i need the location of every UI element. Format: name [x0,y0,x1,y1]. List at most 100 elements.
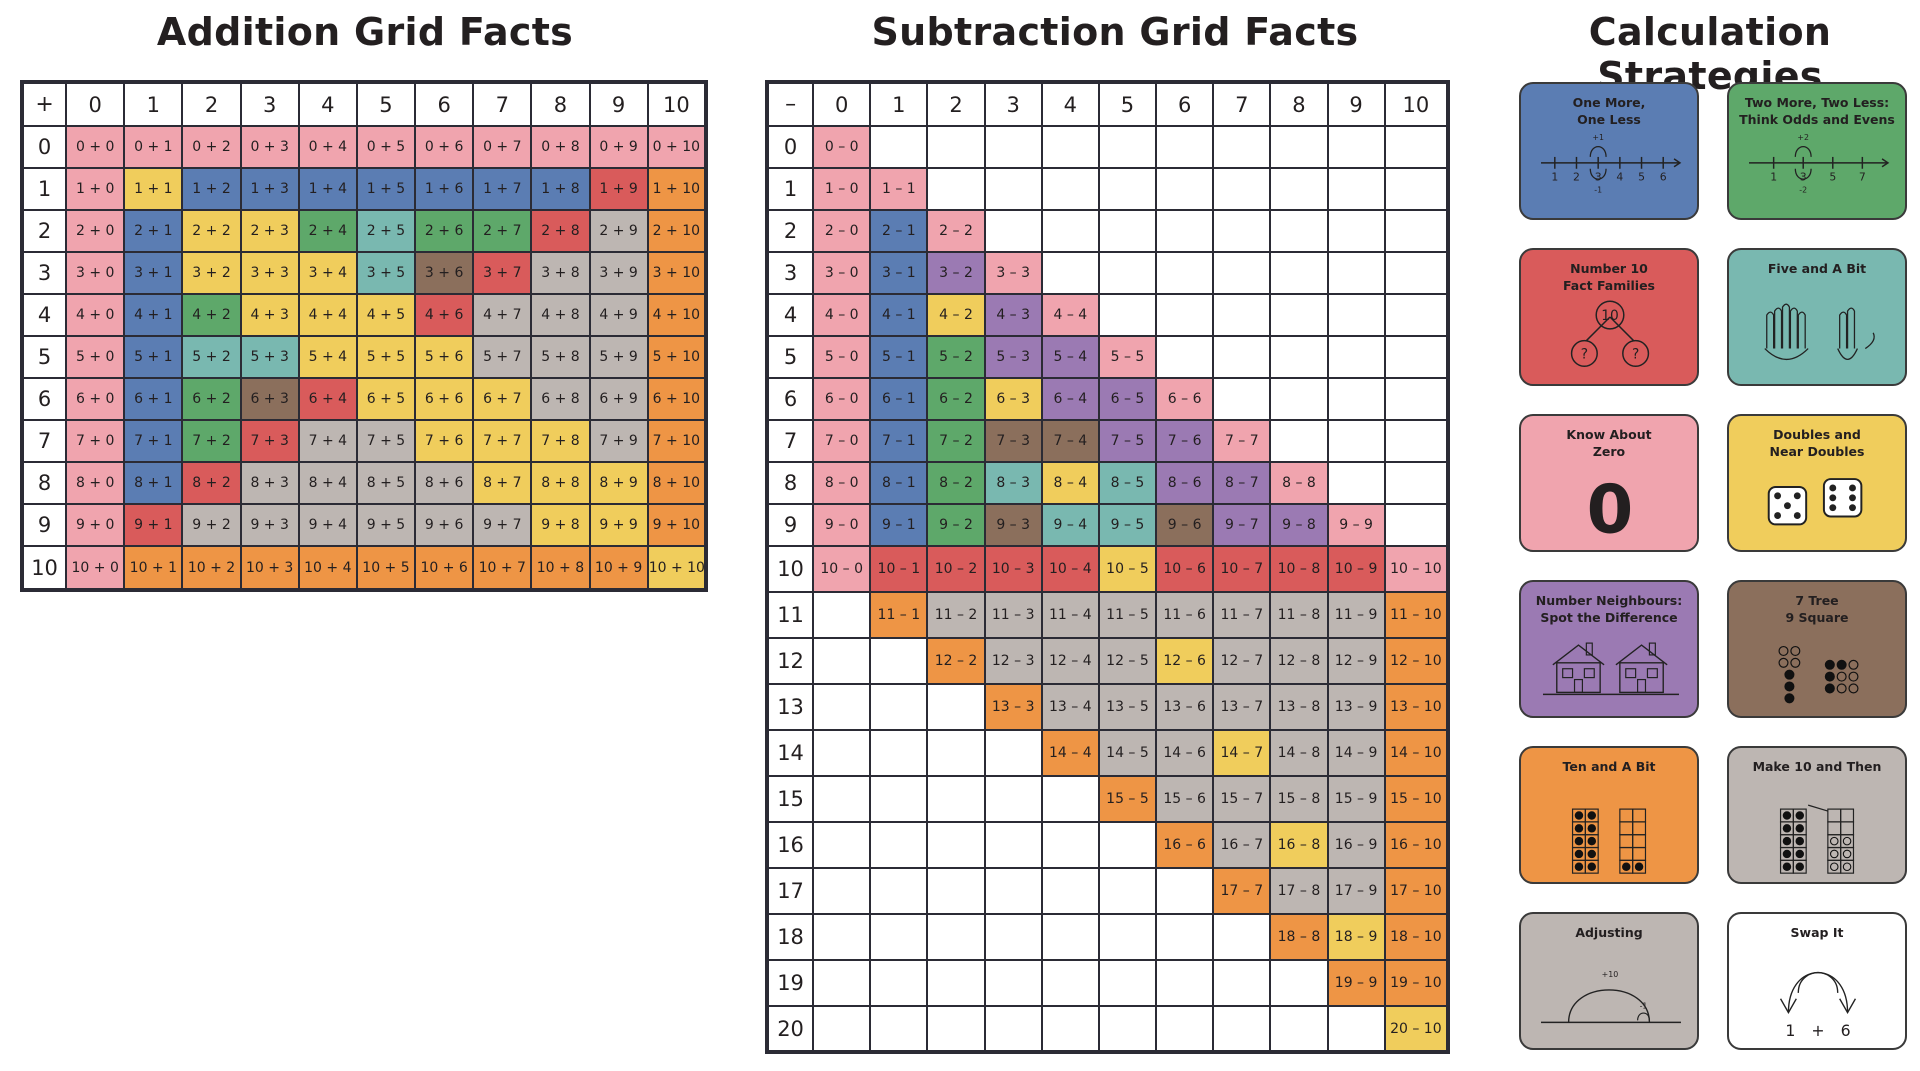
fact-cell: 6 – 6 [1155,377,1215,421]
fact-cell: 5 – 0 [812,335,872,379]
empty-cell [1326,335,1386,379]
fact-cell: 10 + 3 [239,545,300,591]
fact-cell: 2 + 7 [472,209,533,253]
fact-cell: 4 + 6 [414,293,475,337]
row-header: 14 [765,729,815,777]
fact-cell: 10 – 9 [1326,545,1386,593]
fact-cell: 15 – 7 [1212,775,1272,823]
fact-cell: 6 – 3 [983,377,1043,421]
empty-cell [812,729,872,777]
fact-cell: 3 + 1 [123,251,184,295]
fact-cell: 6 – 1 [869,377,929,421]
fact-cell: 9 + 5 [355,503,417,547]
table-row: 20 20 – 10 [765,1005,1450,1053]
fact-cell: 6 – 0 [812,377,872,421]
empty-cell [869,775,929,823]
fact-cell: 8 + 5 [355,461,417,505]
empty-cell [1269,209,1329,253]
fact-cell: 15 – 6 [1155,775,1215,823]
empty-cell [1269,251,1329,295]
table-row: 13 13 – 3 13 – 4 13 – 5 13 – 6 13 – 7 13 – 8 13… [765,683,1450,731]
svg-text:6: 6 [1660,171,1667,184]
svg-text:1: 1 [1770,171,1777,184]
fact-cell: 6 + 6 [414,377,475,421]
fact-cell: 3 + 7 [472,251,533,295]
row-header: 3 [20,251,68,295]
empty-cell [983,1005,1043,1053]
fact-cell: 5 – 1 [869,335,929,379]
svg-text:?: ? [1581,346,1588,362]
empty-cell [1269,335,1329,379]
fact-cell: 8 + 4 [297,461,358,505]
strategy-label: One More, One Less [1572,95,1646,127]
empty-cell [1326,461,1386,505]
fact-cell: 3 – 0 [812,251,872,295]
fact-cell: 11 – 6 [1155,591,1215,639]
strategy-label: Number Neighbours: Spot the Difference [1535,593,1683,625]
fact-cell: 15 – 8 [1269,775,1329,823]
empty-cell [1155,913,1215,961]
fact-cell: 10 + 6 [414,545,475,591]
fact-cell: 12 – 3 [983,637,1043,685]
empty-cell [1155,125,1215,169]
column-header: 7 [1212,81,1272,127]
fact-cell: 6 + 5 [355,377,417,421]
dot-pattern-icon [1778,645,1859,704]
empty-cell [1269,959,1329,1007]
column-header: 7 [472,81,533,127]
fact-cell: 7 + 3 [239,419,300,463]
fact-cell: 10 + 1 [123,545,184,591]
row-header: 13 [765,683,815,731]
fact-cell: 3 + 8 [530,251,591,295]
row-header: 17 [765,867,815,915]
row-header: 0 [20,125,68,169]
empty-cell [1269,377,1329,421]
fact-cell: 3 + 9 [588,251,649,295]
fact-cell: 16 – 7 [1212,821,1272,869]
fact-cell: 11 – 3 [983,591,1043,639]
fact-cell: 0 + 0 [65,125,126,169]
fact-cell: 7 – 7 [1212,419,1272,463]
empty-cell [1212,959,1272,1007]
svg-text:10: 10 [1601,308,1619,324]
empty-cell [1212,1005,1272,1053]
table-row: 10 10 – 0 10 – 1 10 – 2 10 – 3 10 – 4 10 – 5 10… [765,545,1450,593]
empty-cell [926,821,986,869]
fact-cell: 4 + 3 [239,293,300,337]
fact-cell: 13 – 10 [1383,683,1450,731]
strategy-tile: Make 10 and Then [1727,746,1907,884]
fact-cell: 5 + 2 [181,335,242,379]
empty-cell [1212,293,1272,337]
column-header: 0 [65,81,126,127]
svg-text:1: 1 [1785,1021,1795,1040]
fact-cell: 12 – 9 [1326,637,1386,685]
fact-cell: 9 – 9 [1326,503,1386,547]
table-row: 18 18 – 8 18 – 9 18 – 10 [765,913,1450,961]
fact-cell: 10 – 3 [983,545,1043,593]
fact-cell: 0 + 10 [646,125,708,169]
fact-cell: 2 + 8 [530,209,591,253]
fact-cell: 1 + 6 [414,167,475,211]
fact-cell: 9 – 7 [1212,503,1272,547]
fact-cell: 3 + 3 [239,251,300,295]
svg-text:5: 5 [1638,171,1645,184]
empty-cell [1212,251,1272,295]
empty-cell [1269,419,1329,463]
fact-cell: 11 – 4 [1040,591,1100,639]
empty-cell [926,959,986,1007]
fact-cell: 8 – 5 [1097,461,1158,505]
row-header: 4 [20,293,68,337]
fact-cell: 7 – 5 [1097,419,1158,463]
fact-cell: 2 + 6 [414,209,475,253]
subtraction-title: Subtraction Grid Facts [871,10,1359,54]
fact-cell: 7 + 10 [646,419,708,463]
empty-cell [1383,335,1450,379]
fact-cell: 18 – 10 [1383,913,1450,961]
